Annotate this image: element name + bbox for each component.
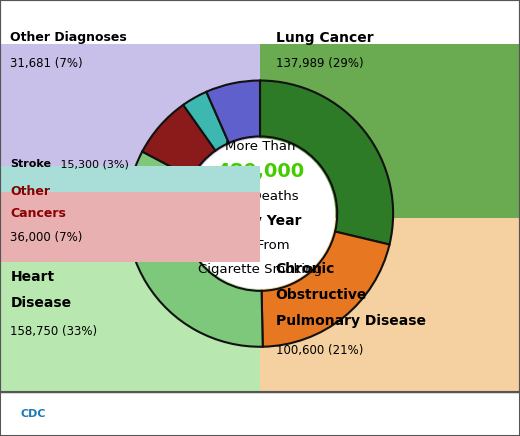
Text: CDC: CDC [21,409,46,419]
Text: Pulmonary Disease: Pulmonary Disease [276,314,425,328]
Text: Other Diagnoses: Other Diagnoses [10,31,127,44]
Text: Are From: Are From [230,239,290,252]
Wedge shape [260,81,393,245]
Text: Other: Other [10,185,50,198]
Text: Every Year: Every Year [218,214,302,228]
Text: 158,750 (33%): 158,750 (33%) [10,325,98,338]
Text: More Than: More Than [225,140,295,153]
Text: 31,681 (7%): 31,681 (7%) [10,57,83,70]
Circle shape [186,139,334,288]
Wedge shape [262,232,389,347]
Text: Obstructive: Obstructive [276,288,367,302]
Text: Stroke: Stroke [10,159,51,169]
Text: Cigarette Smoking: Cigarette Smoking [198,263,322,276]
Text: 480,000: 480,000 [216,162,304,181]
Text: 36,000 (7%): 36,000 (7%) [10,231,83,244]
Text: Disease: Disease [10,296,72,310]
Wedge shape [206,81,260,143]
Text: Chronic: Chronic [276,262,335,276]
Text: Heart: Heart [10,270,55,284]
Text: 137,989 (29%): 137,989 (29%) [276,57,363,70]
Wedge shape [127,152,263,347]
Text: U.S. Deaths: U.S. Deaths [221,190,299,202]
Text: Lung Cancer: Lung Cancer [276,31,373,44]
Wedge shape [142,105,215,177]
Text: 100,600 (21%): 100,600 (21%) [276,344,363,358]
Text: Cancers: Cancers [10,207,66,220]
Wedge shape [183,92,229,150]
Text: 15,300 (3%): 15,300 (3%) [57,159,129,169]
